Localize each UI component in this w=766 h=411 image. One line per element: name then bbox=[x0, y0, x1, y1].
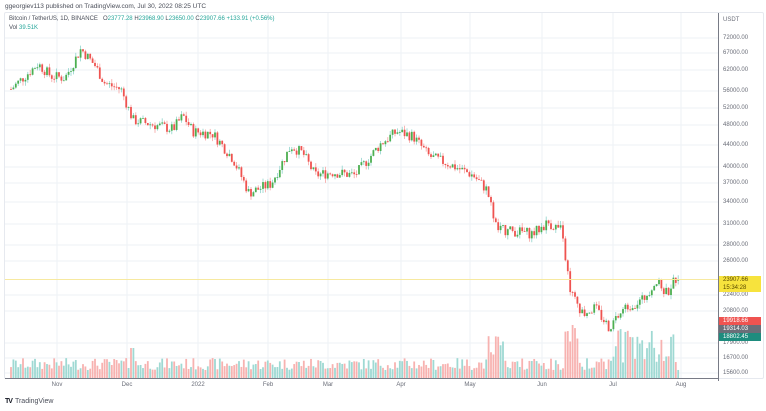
volume-row: Vol 39.51K bbox=[9, 24, 275, 33]
price-label: 20800.00 bbox=[723, 308, 749, 314]
price-label: 17900.00 bbox=[723, 340, 749, 346]
price-label: 56000.00 bbox=[723, 88, 749, 94]
time-label: 2022 bbox=[191, 382, 205, 388]
mid-badge: 19314.03 bbox=[719, 325, 761, 333]
ohlc-row: Bitcoin / TetherUS, 1D, BINANCE O23777.2… bbox=[9, 15, 275, 24]
price-label: 15600.00 bbox=[723, 370, 749, 376]
time-label: Apr bbox=[396, 382, 406, 388]
price-label: 48000.00 bbox=[723, 122, 749, 128]
last-price-badge: 23907.66 15:34:28 bbox=[719, 276, 761, 292]
close-value: 23907.66 bbox=[199, 16, 225, 22]
chart-frame bbox=[4, 12, 764, 379]
price-label: 31000.00 bbox=[723, 221, 749, 227]
price-label: 40000.00 bbox=[723, 164, 749, 170]
chart-pane[interactable] bbox=[5, 13, 718, 378]
price-label: 28000.00 bbox=[723, 242, 749, 248]
change-value: +133.91 (+0.56%) bbox=[226, 16, 275, 22]
close-label: C bbox=[195, 16, 200, 22]
countdown-timer: 15:34:28 bbox=[723, 285, 747, 291]
time-label: Aug bbox=[675, 382, 687, 388]
footer: TV TradingView bbox=[5, 398, 53, 405]
price-label: 16700.00 bbox=[723, 355, 749, 361]
price-label: 26000.00 bbox=[723, 258, 749, 264]
price-label: 52000.00 bbox=[723, 105, 749, 111]
price-label: 72000.00 bbox=[723, 35, 749, 41]
candlestick-chart[interactable] bbox=[5, 13, 718, 378]
publisher-line: ggeorgiev113 published on TradingView.co… bbox=[5, 3, 207, 10]
price-unit: USDT bbox=[723, 17, 740, 23]
open-value: 23777.28 bbox=[107, 16, 133, 22]
volume-label: Vol bbox=[9, 25, 18, 31]
high-badge: 19918.66 bbox=[719, 317, 761, 325]
low-label: L bbox=[165, 16, 169, 22]
volume-value: 39.51K bbox=[19, 25, 39, 31]
high-value: 23968.90 bbox=[138, 16, 164, 22]
price-label: 37000.00 bbox=[723, 180, 749, 186]
symbol-name: Bitcoin / TetherUS, 1D, BINANCE bbox=[9, 16, 98, 22]
symbol-legend: Bitcoin / TetherUS, 1D, BINANCE O23777.2… bbox=[9, 15, 275, 33]
time-axis[interactable]: Nov Dec 2022 Feb Mar Apr May Jun Jul Aug bbox=[5, 378, 718, 392]
price-label: 62000.00 bbox=[723, 67, 749, 73]
time-label: Jul bbox=[609, 382, 617, 388]
time-label: Nov bbox=[51, 382, 63, 388]
tradingview-logo-icon: TV bbox=[5, 398, 13, 405]
open-label: O bbox=[102, 16, 108, 22]
price-label: 67000.00 bbox=[723, 50, 749, 56]
price-axis[interactable]: USDT 72000.00 67000.00 62000.00 56000.00 520… bbox=[718, 13, 764, 381]
time-label: Dec bbox=[121, 382, 133, 388]
high-label: H bbox=[134, 16, 139, 22]
low-value: 23650.00 bbox=[168, 16, 194, 22]
brand-name: TradingView bbox=[14, 398, 54, 405]
price-label: 22400.00 bbox=[723, 292, 749, 298]
time-label: May bbox=[464, 382, 476, 388]
price-label: 44000.00 bbox=[723, 142, 749, 148]
low-badge: 18802.45 bbox=[719, 333, 761, 341]
time-label: Jun bbox=[537, 382, 547, 388]
price-label: 34000.00 bbox=[723, 199, 749, 205]
time-label: Feb bbox=[262, 382, 274, 388]
time-label: Mar bbox=[322, 382, 334, 388]
